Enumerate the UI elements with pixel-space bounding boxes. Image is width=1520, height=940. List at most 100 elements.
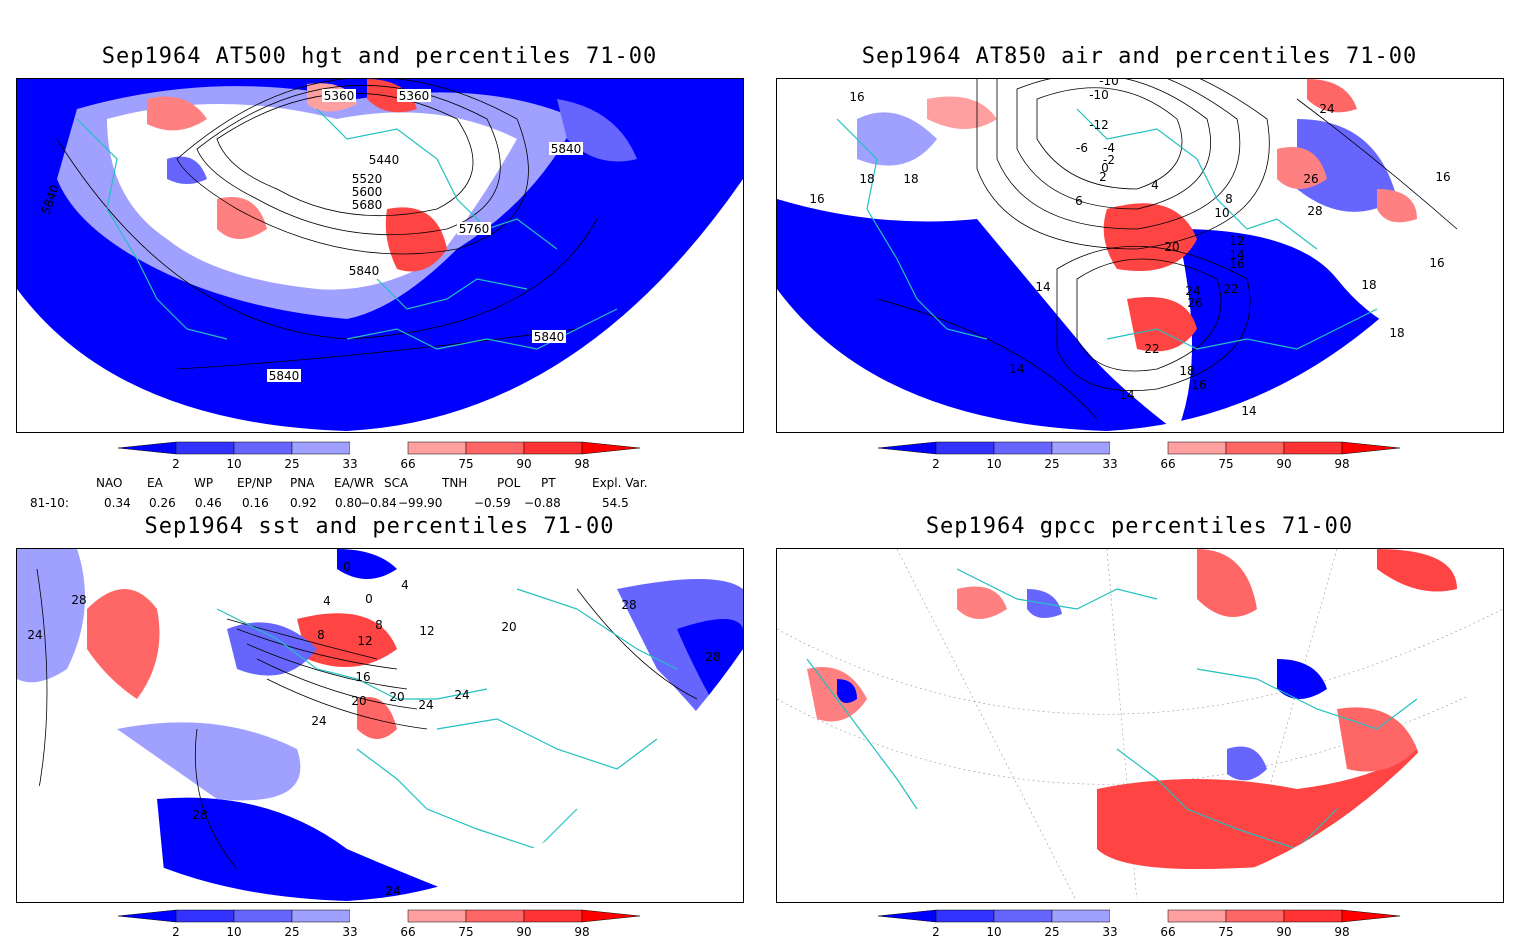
colorbar-arrow-high bbox=[1341, 441, 1401, 455]
index-header: EP/NP bbox=[237, 476, 273, 490]
panel-title-air850: Sep1964 AT850 air and percentiles 71-00 bbox=[861, 44, 1418, 69]
colorbar-tick-label: 90 bbox=[516, 925, 531, 939]
index-header: PNA bbox=[290, 476, 315, 490]
panel-title-sst: Sep1964 sst and percentiles 71-00 bbox=[144, 514, 615, 539]
index-header: TNH bbox=[442, 476, 468, 490]
contour-label: 24 bbox=[1185, 284, 1200, 298]
index-header: PT bbox=[541, 476, 556, 490]
contour-label: 0 bbox=[343, 560, 351, 574]
contour-label: -10 bbox=[1089, 88, 1109, 102]
map-hgt500: 5360 5360 5440 5520 5600 5680 5840 5760 … bbox=[17, 79, 743, 431]
contour-label: 12 bbox=[357, 634, 372, 648]
map-gpcc bbox=[777, 549, 1503, 901]
contour-label: 12 bbox=[1229, 234, 1244, 248]
contour-label: 24 bbox=[385, 884, 400, 898]
colorbar-box bbox=[1283, 909, 1343, 923]
contour-label: 5680 bbox=[352, 198, 383, 212]
contour-label: 5840 bbox=[349, 264, 380, 278]
colorbar-tick-label: 33 bbox=[1102, 457, 1117, 471]
contour-label: 20 bbox=[351, 694, 366, 708]
contour-label: 2 bbox=[1099, 170, 1107, 184]
colorbar-tick-label: 2 bbox=[172, 457, 180, 471]
contour-label: 28 bbox=[1307, 204, 1322, 218]
index-value: 0.92 bbox=[290, 496, 317, 510]
contour-label: 26 bbox=[1303, 172, 1318, 186]
contour-label: 14 bbox=[1241, 404, 1256, 418]
colorbar-box bbox=[1051, 441, 1111, 455]
colorbar-arrow-high bbox=[581, 909, 641, 923]
map-panel-air850: -10 -10 -12 -6 -4 -2 0 2 4 6 8 10 12 14 … bbox=[776, 78, 1504, 433]
colorbar-box bbox=[523, 909, 583, 923]
colorbar-tick-label: 2 bbox=[932, 457, 940, 471]
index-header: WP bbox=[194, 476, 214, 490]
contour-label: 26 bbox=[1187, 296, 1202, 310]
colorbar-tick-label: 25 bbox=[284, 457, 299, 471]
colorbar-arrow-high bbox=[581, 441, 641, 455]
contour-label: 28 bbox=[621, 598, 636, 612]
colorbar-tick-label: 98 bbox=[574, 457, 589, 471]
colorbar-box bbox=[407, 909, 467, 923]
contour-label: 16 bbox=[809, 192, 824, 206]
colorbar-tick-label: 10 bbox=[986, 457, 1001, 471]
colorbar-tick-label: 90 bbox=[516, 457, 531, 471]
colorbar-arrow-low bbox=[117, 909, 177, 923]
contour-label: 14 bbox=[1009, 362, 1024, 376]
index-value: −0.59 bbox=[474, 496, 511, 510]
colorbar-tick-label: 25 bbox=[284, 925, 299, 939]
contour-label: 12 bbox=[419, 624, 434, 638]
contour-label: -6 bbox=[1076, 141, 1088, 155]
colorbar-tick-label: 66 bbox=[1160, 925, 1175, 939]
contour-label: 18 bbox=[1179, 364, 1194, 378]
colorbar-box bbox=[291, 909, 351, 923]
contour-label: 14 bbox=[1229, 248, 1244, 262]
contour-label: 20 bbox=[501, 620, 516, 634]
contour-label: 22 bbox=[1144, 342, 1159, 356]
colorbar-box bbox=[175, 441, 235, 455]
colorbar-tick-label: 75 bbox=[1218, 457, 1233, 471]
colorbar-tick-label: 66 bbox=[400, 457, 415, 471]
colorbar-tick-label: 98 bbox=[1334, 925, 1349, 939]
map-air850: -10 -10 -12 -6 -4 -2 0 2 4 6 8 10 12 14 … bbox=[777, 79, 1503, 431]
map-sst: 28 24 28 0 4 4 0 8 8 12 12 16 20 20 20 2… bbox=[17, 549, 743, 901]
map-panel-sst: 28 24 28 0 4 4 0 8 8 12 12 16 20 20 20 2… bbox=[16, 548, 744, 903]
colorbar-tick-label: 10 bbox=[226, 457, 241, 471]
index-value: 0.34 bbox=[104, 496, 131, 510]
colorbar-box bbox=[465, 441, 525, 455]
contour-label: 16 bbox=[849, 90, 864, 104]
index-value: 0.16 bbox=[242, 496, 269, 510]
contour-label: 8 bbox=[317, 628, 325, 642]
colorbar-arrow-low bbox=[877, 441, 937, 455]
contour-label: 5360 bbox=[324, 89, 355, 103]
colorbar-box bbox=[350, 442, 408, 454]
colorbar-box bbox=[1110, 910, 1168, 922]
colorbar-box bbox=[1283, 441, 1343, 455]
contour-label: 24 bbox=[418, 698, 433, 712]
colorbar-box bbox=[935, 909, 995, 923]
contour-label: 5760 bbox=[459, 222, 490, 236]
contour-label: 5840 bbox=[551, 142, 582, 156]
contour-label: 18 bbox=[1361, 278, 1376, 292]
contour-label: 16 bbox=[355, 670, 370, 684]
contour-label: 18 bbox=[903, 172, 918, 186]
contour-label: -10 bbox=[1099, 79, 1119, 88]
contour-label: 4 bbox=[323, 594, 331, 608]
index-value: −0.88 bbox=[524, 496, 561, 510]
contour-label: 5520 bbox=[352, 172, 383, 186]
contour-label: 0 bbox=[365, 592, 373, 606]
index-value: 0.46 bbox=[195, 496, 222, 510]
contour-label: -4 bbox=[1103, 141, 1115, 155]
colorbar-box bbox=[1167, 909, 1227, 923]
contour-label: 24 bbox=[311, 714, 326, 728]
colorbar-sst: 2 10 25 33 66 75 90 98 bbox=[117, 909, 641, 939]
colorbar-box bbox=[175, 909, 235, 923]
index-header: EA bbox=[147, 476, 163, 490]
colorbar-hgt500: 2 10 25 33 66 75 90 98 bbox=[117, 441, 641, 471]
contour-label: 16 bbox=[1191, 378, 1206, 392]
colorbar-box bbox=[1225, 441, 1285, 455]
colorbar-tick-label: 33 bbox=[342, 457, 357, 471]
colorbar-tick-label: 2 bbox=[932, 925, 940, 939]
contour-label: 10 bbox=[1214, 206, 1229, 220]
colorbar-tick-label: 66 bbox=[400, 925, 415, 939]
index-header: NAO bbox=[96, 476, 123, 490]
colorbar-tick-label: 33 bbox=[1102, 925, 1117, 939]
